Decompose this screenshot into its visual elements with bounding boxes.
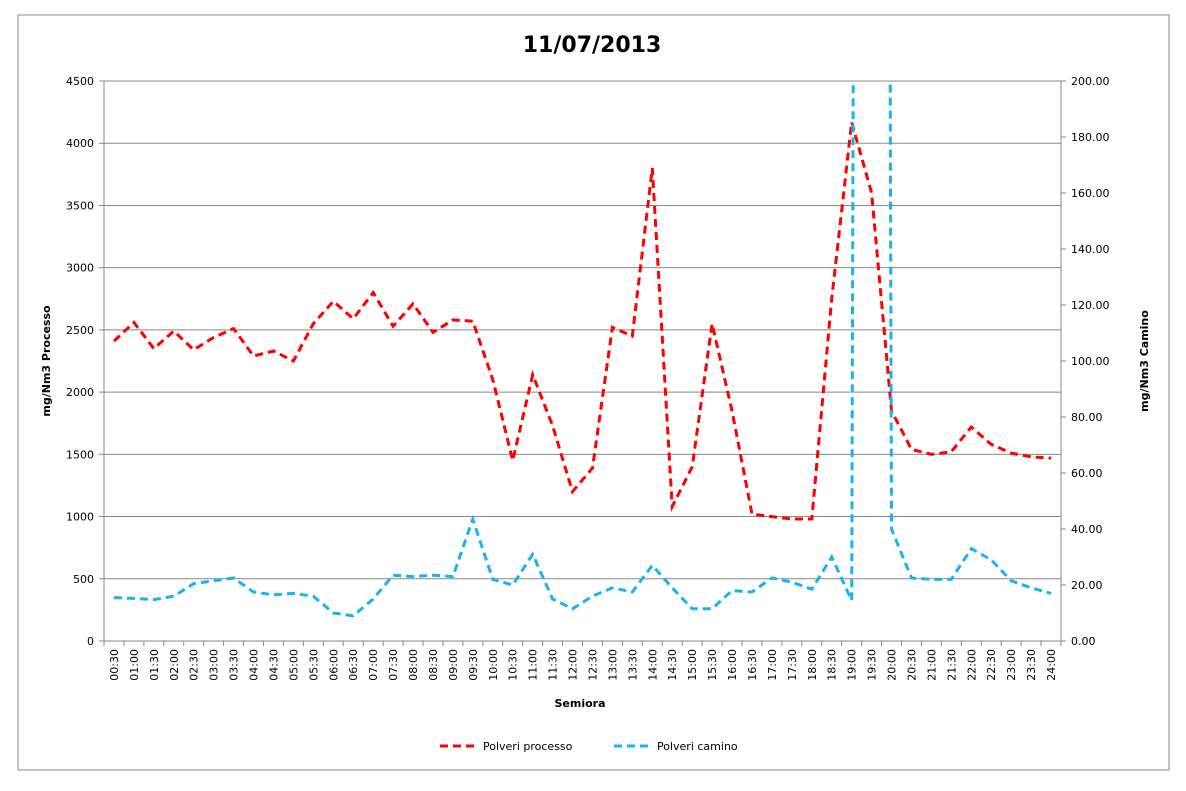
x-tick-label: 15:30 [706,649,719,681]
x-tick-label: 11:30 [547,649,560,681]
x-tick-label: 08:30 [427,649,440,681]
x-tick-label: 19:00 [846,649,859,681]
y2-tick-label: 80.00 [1071,411,1103,424]
x-tick-label: 18:00 [806,649,819,681]
chart-title: 11/07/2013 [523,33,662,58]
series-line [112,121,1052,521]
x-tick-label: 23:00 [1005,649,1018,681]
x-tick-label: 10:30 [507,649,520,681]
x-tick-label: 00:30 [108,649,121,681]
y-tick-label: 1500 [66,448,94,461]
x-tick-label: 22:00 [965,649,978,681]
x-tick-label: 16:30 [746,649,759,681]
legend-label: Polveri processo [483,740,573,753]
y2-tick-label: 40.00 [1071,523,1103,536]
y-tick-label: 1000 [66,511,94,524]
x-tick-label: 04:30 [267,649,280,681]
y-tick-label: 3500 [66,199,94,212]
y2-tick-label: 160.00 [1071,187,1110,200]
x-tick-label: 17:30 [786,649,799,681]
x-tick-label: 12:30 [586,649,599,681]
y-axis-label: mg/Nm3 Processo [40,305,53,417]
x-tick-label: 20:30 [905,649,918,681]
x-tick-label: 01:00 [128,649,141,681]
y-tick-label: 500 [73,573,94,586]
x-tick-label: 14:00 [646,649,659,681]
y2-tick-label: 180.00 [1071,131,1110,144]
x-tick-label: 23:30 [1025,649,1038,681]
y2-tick-label: 200.00 [1071,75,1110,88]
y2-tick-label: 0.00 [1071,635,1096,648]
x-tick-label: 11:00 [527,649,540,681]
x-tick-label: 05:00 [287,649,300,681]
x-tick-label: 13:30 [626,649,639,681]
x-tick-label: 20:00 [886,649,899,681]
x-tick-label: 02:00 [168,649,181,681]
x-tick-label: 12:00 [567,649,580,681]
x-tick-label: 21:00 [925,649,938,681]
x-tick-label: 04:00 [248,649,261,681]
y-tick-label: 4000 [66,137,94,150]
x-tick-label: 17:00 [766,649,779,681]
x-tick-label: 19:30 [866,649,879,681]
x-tick-label: 24:00 [1045,649,1058,681]
y2-tick-label: 60.00 [1071,467,1103,480]
x-tick-label: 07:30 [387,649,400,681]
y-tick-label: 3000 [66,262,94,275]
x-tick-label: 18:30 [826,649,839,681]
x-tick-label: 01:30 [148,649,161,681]
x-tick-label: 13:00 [606,649,619,681]
x-tick-label: 03:30 [228,649,241,681]
x-tick-label: 06:00 [327,649,340,681]
y-tick-label: 2500 [66,324,94,337]
x-tick-label: 07:00 [367,649,380,681]
x-axis-label: Semiora [554,697,605,710]
x-tick-label: 15:00 [686,649,699,681]
y-tick-label: 0 [87,635,94,648]
y2-tick-label: 20.00 [1071,579,1103,592]
x-tick-label: 03:00 [208,649,221,681]
x-tick-label: 08:00 [407,649,420,681]
y-tick-label: 4500 [66,75,94,88]
x-tick-label: 09:30 [467,649,480,681]
x-tick-label: 14:30 [666,649,679,681]
y2-tick-label: 120.00 [1071,299,1110,312]
legend-label: Polveri camino [657,740,738,753]
x-tick-label: 05:30 [307,649,320,681]
x-tick-label: 06:30 [347,649,360,681]
y2-axis-label: mg/Nm3 Camino [1138,310,1151,412]
x-tick-label: 21:30 [945,649,958,681]
x-tick-label: 02:30 [188,649,201,681]
y2-tick-label: 140.00 [1071,243,1110,256]
y2-tick-label: 100.00 [1071,355,1110,368]
x-tick-label: 16:00 [726,649,739,681]
x-tick-label: 22:30 [985,649,998,681]
x-tick-label: 09:00 [447,649,460,681]
x-tick-label: 10:00 [487,649,500,681]
y-tick-label: 2000 [66,386,94,399]
